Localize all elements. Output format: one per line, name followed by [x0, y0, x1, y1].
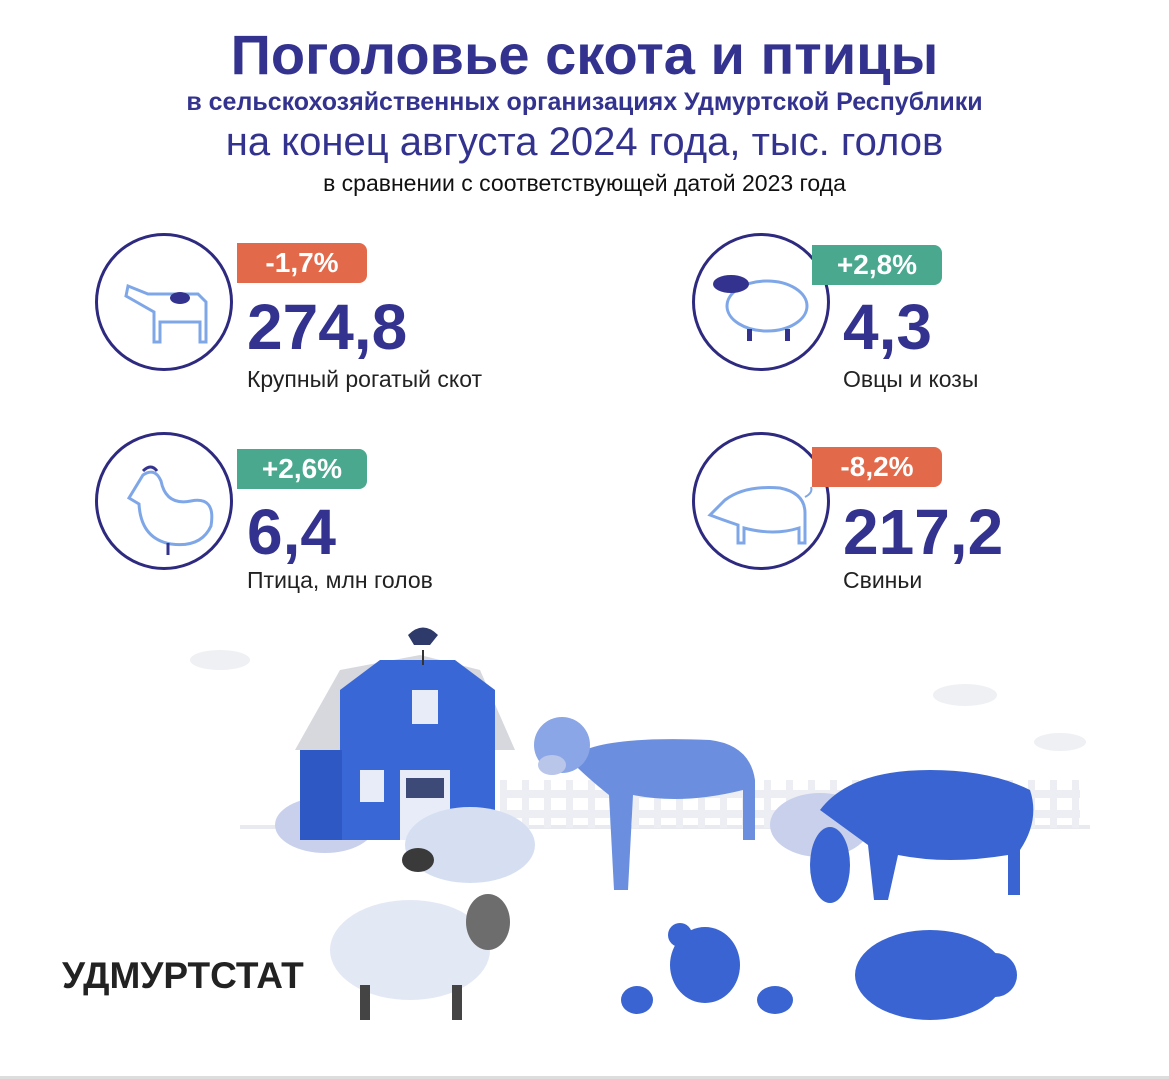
value: 4,3: [843, 291, 932, 363]
poultry-icon-circle: [95, 432, 233, 570]
bottom-rule: [0, 1076, 1169, 1079]
fence-post: [1050, 780, 1057, 828]
title: Поголовье скота и птицы: [230, 23, 939, 86]
fence-post: [698, 780, 705, 828]
fence-post: [500, 780, 507, 828]
label: Птица, млн голов: [247, 567, 433, 593]
fence-post: [544, 780, 551, 828]
period: на конец августа 2024 года, тыс. голов: [225, 120, 944, 164]
label: Овцы и козы: [843, 366, 979, 392]
fence-post: [764, 780, 771, 828]
farm-illustration: [190, 627, 1090, 1020]
organization: УДМУРТСТАТ: [62, 955, 304, 996]
fence-post: [588, 780, 595, 828]
change-badge: -1,7%: [237, 243, 367, 283]
value: 217,2: [843, 496, 1004, 568]
subtitle: в сельскохозяйственных организациях Удму…: [186, 88, 983, 116]
fence-post: [1072, 780, 1079, 828]
fence-post: [566, 780, 573, 828]
fence-post: [522, 780, 529, 828]
value: 6,4: [247, 496, 336, 568]
cattle-icon: [124, 283, 208, 344]
sheep-icon-circle: [692, 233, 830, 371]
change-badge: +2,6%: [237, 449, 367, 489]
fence-post: [676, 780, 683, 828]
fence-post: [632, 780, 639, 828]
change-badge: +2,8%: [812, 245, 942, 285]
comparison: в сравнении с соответствующей датой 2023…: [323, 170, 846, 196]
cattle-icon-circle: [95, 233, 233, 371]
label: Свиньи: [843, 567, 923, 593]
poultry-icon: [126, 465, 214, 555]
sheep-icon: [713, 275, 809, 341]
fence-post: [654, 780, 661, 828]
value: 274,8: [247, 291, 408, 363]
label: Крупный рогатый скот: [247, 366, 483, 392]
fence-post: [720, 780, 727, 828]
pig-icon: [707, 486, 813, 545]
change-badge: -8,2%: [812, 447, 942, 487]
pig-icon-circle: [692, 432, 830, 570]
